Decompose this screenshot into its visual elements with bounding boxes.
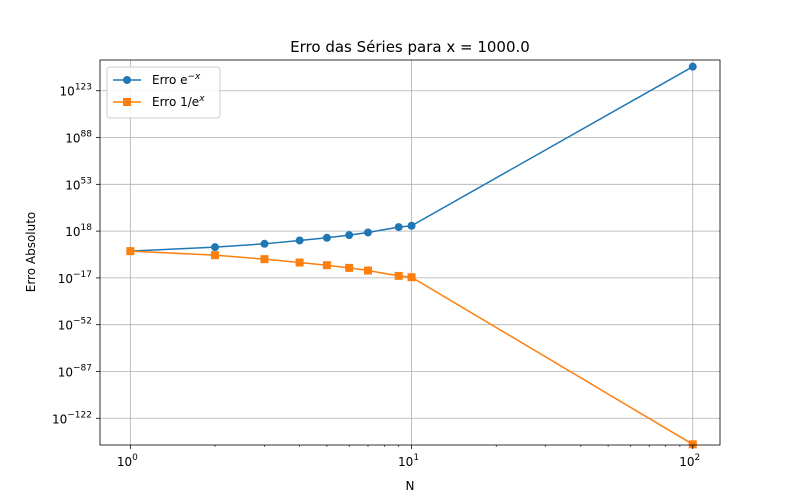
legend-label: Erro 1/ex [152,94,205,109]
y-tick-label: 10−52 [58,317,92,333]
tick-marks: 100 101 10210−12210−8710−5210−171018105310… [52,83,700,469]
y-tick-label-base: 10 [52,412,67,426]
legend-label-exponent: −x [188,72,202,82]
data-point [322,261,331,270]
legend-label-base: Erro e [152,73,188,87]
legend-marker [123,76,131,84]
y-tick-label-exponent: 88 [81,130,93,140]
data-point [126,247,135,256]
data-point [210,251,219,260]
y-axis-label: Erro Absoluto [24,212,38,293]
data-point [295,258,304,267]
legend-item: Erro 1/ex [113,94,205,109]
x-tick-label-base: 10 [398,455,413,469]
y-tick-label-exponent: −122 [67,410,92,420]
y-tick-label-exponent: 123 [75,83,92,93]
y-tick-label-base: 10 [58,365,73,379]
x-tick-label-base: 10 [679,455,694,469]
legend: Erro e−x Erro 1/ex [106,66,221,119]
data-point [260,255,269,264]
data-point [407,273,416,282]
y-tick-label: 10−122 [52,410,92,426]
data-point [260,239,269,248]
y-tick-label: 10−17 [58,270,92,286]
legend-marker [123,98,131,106]
y-tick-label: 1053 [65,176,92,192]
y-tick-label-base: 10 [58,272,73,286]
data-point [363,266,372,275]
y-tick-label-exponent: 18 [81,223,93,233]
legend-label-base: Erro 1/e [152,95,199,109]
series-erro-one-over-e-x [126,247,697,449]
x-tick-label: 100 [117,453,138,469]
data-point [295,236,304,245]
y-tick-label: 1018 [65,223,92,239]
data-point [345,263,354,272]
y-tick-label: 10123 [60,83,92,99]
data-point [210,243,219,252]
y-tick-label: 1088 [65,130,92,146]
series-line [130,250,694,445]
x-tick-label-exponent: 1 [413,453,419,463]
legend-label-exponent: x [198,94,205,104]
data-point [345,231,354,240]
y-tick-label-base: 10 [65,178,80,192]
series-layer [126,62,697,449]
x-tick-label-exponent: 2 [695,453,701,463]
x-tick-label-base: 10 [117,455,132,469]
y-tick-label-base: 10 [65,132,80,146]
grid-lines [100,60,720,445]
x-tick-label-exponent: 0 [132,453,138,463]
y-tick-label-exponent: 53 [81,176,92,186]
series-line [130,66,694,252]
series-erro-e-minus-x [126,62,697,256]
data-point [363,228,372,237]
legend-label: Erro e−x [152,72,201,87]
y-tick-label-base: 10 [65,225,80,239]
y-tick-label-exponent: −52 [73,317,92,327]
chart-title: Erro das Séries para x = 1000.0 [290,38,530,56]
y-tick-label-base: 10 [60,85,75,99]
x-tick-label: 101 [398,453,419,469]
y-tick-label-exponent: −87 [73,363,92,373]
data-point [407,221,416,230]
data-point [688,62,697,71]
x-tick-label: 102 [679,453,700,469]
data-point [322,233,331,242]
data-point [688,440,697,449]
plot-frame [99,59,721,446]
data-point [394,271,403,280]
y-tick-label-exponent: −17 [73,270,92,280]
y-tick-label-base: 10 [58,319,73,333]
legend-item: Erro e−x [113,72,201,87]
data-point [394,223,403,232]
y-tick-label: 10−87 [58,363,92,379]
x-axis-label: N [406,479,415,493]
